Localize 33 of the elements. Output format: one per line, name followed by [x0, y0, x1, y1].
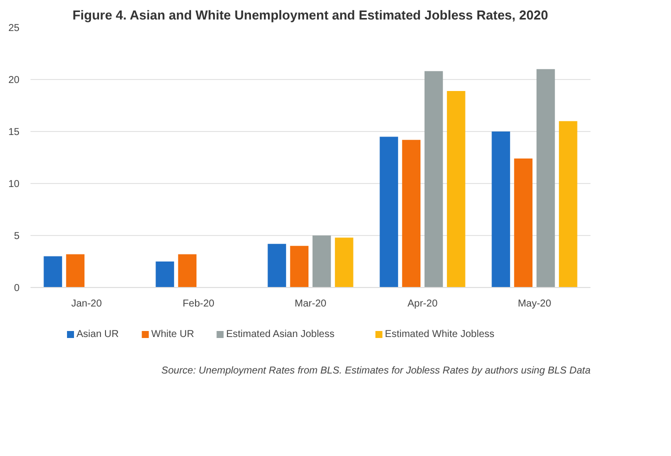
y-tick-label: 5 — [14, 231, 20, 242]
x-tick-label: Feb-20 — [182, 298, 215, 310]
legend-label: Estimated Asian Jobless — [226, 329, 334, 340]
bar — [424, 71, 443, 288]
bar — [178, 254, 196, 288]
chart-title: Figure 4. Asian and White Unemployment and Estimated Jobless Rates, 2020 — [72, 8, 548, 22]
y-tick-label: 0 — [14, 283, 20, 294]
bar — [380, 136, 398, 288]
y-tick-label: 25 — [8, 23, 20, 34]
x-tick-label: Apr-20 — [407, 298, 438, 310]
legend-label: Estimated White Jobless — [384, 329, 494, 340]
bar — [402, 140, 420, 288]
bar — [536, 69, 555, 288]
bar — [446, 90, 466, 288]
bar — [156, 262, 174, 288]
bar — [558, 121, 578, 288]
x-tick-label: Mar-20 — [294, 298, 327, 310]
bar — [290, 246, 308, 288]
x-tick-label: May-20 — [518, 298, 552, 310]
legend-label: White UR — [151, 329, 194, 340]
source-note: Source: Unemployment Rates from BLS. Estimates for Jobless Rates by authors using BLS Data — [161, 366, 591, 376]
bar — [514, 158, 532, 288]
y-tick-label: 20 — [8, 75, 20, 86]
bar — [312, 236, 331, 288]
bar — [268, 244, 286, 288]
y-tick-label: 10 — [8, 179, 20, 190]
y-tick-label: 15 — [8, 127, 20, 138]
legend-label: Asian UR — [76, 329, 119, 340]
bar — [66, 254, 84, 288]
bar — [492, 132, 510, 288]
bar — [334, 238, 354, 288]
bar — [44, 256, 62, 288]
x-tick-label: Jan-20 — [71, 298, 102, 310]
